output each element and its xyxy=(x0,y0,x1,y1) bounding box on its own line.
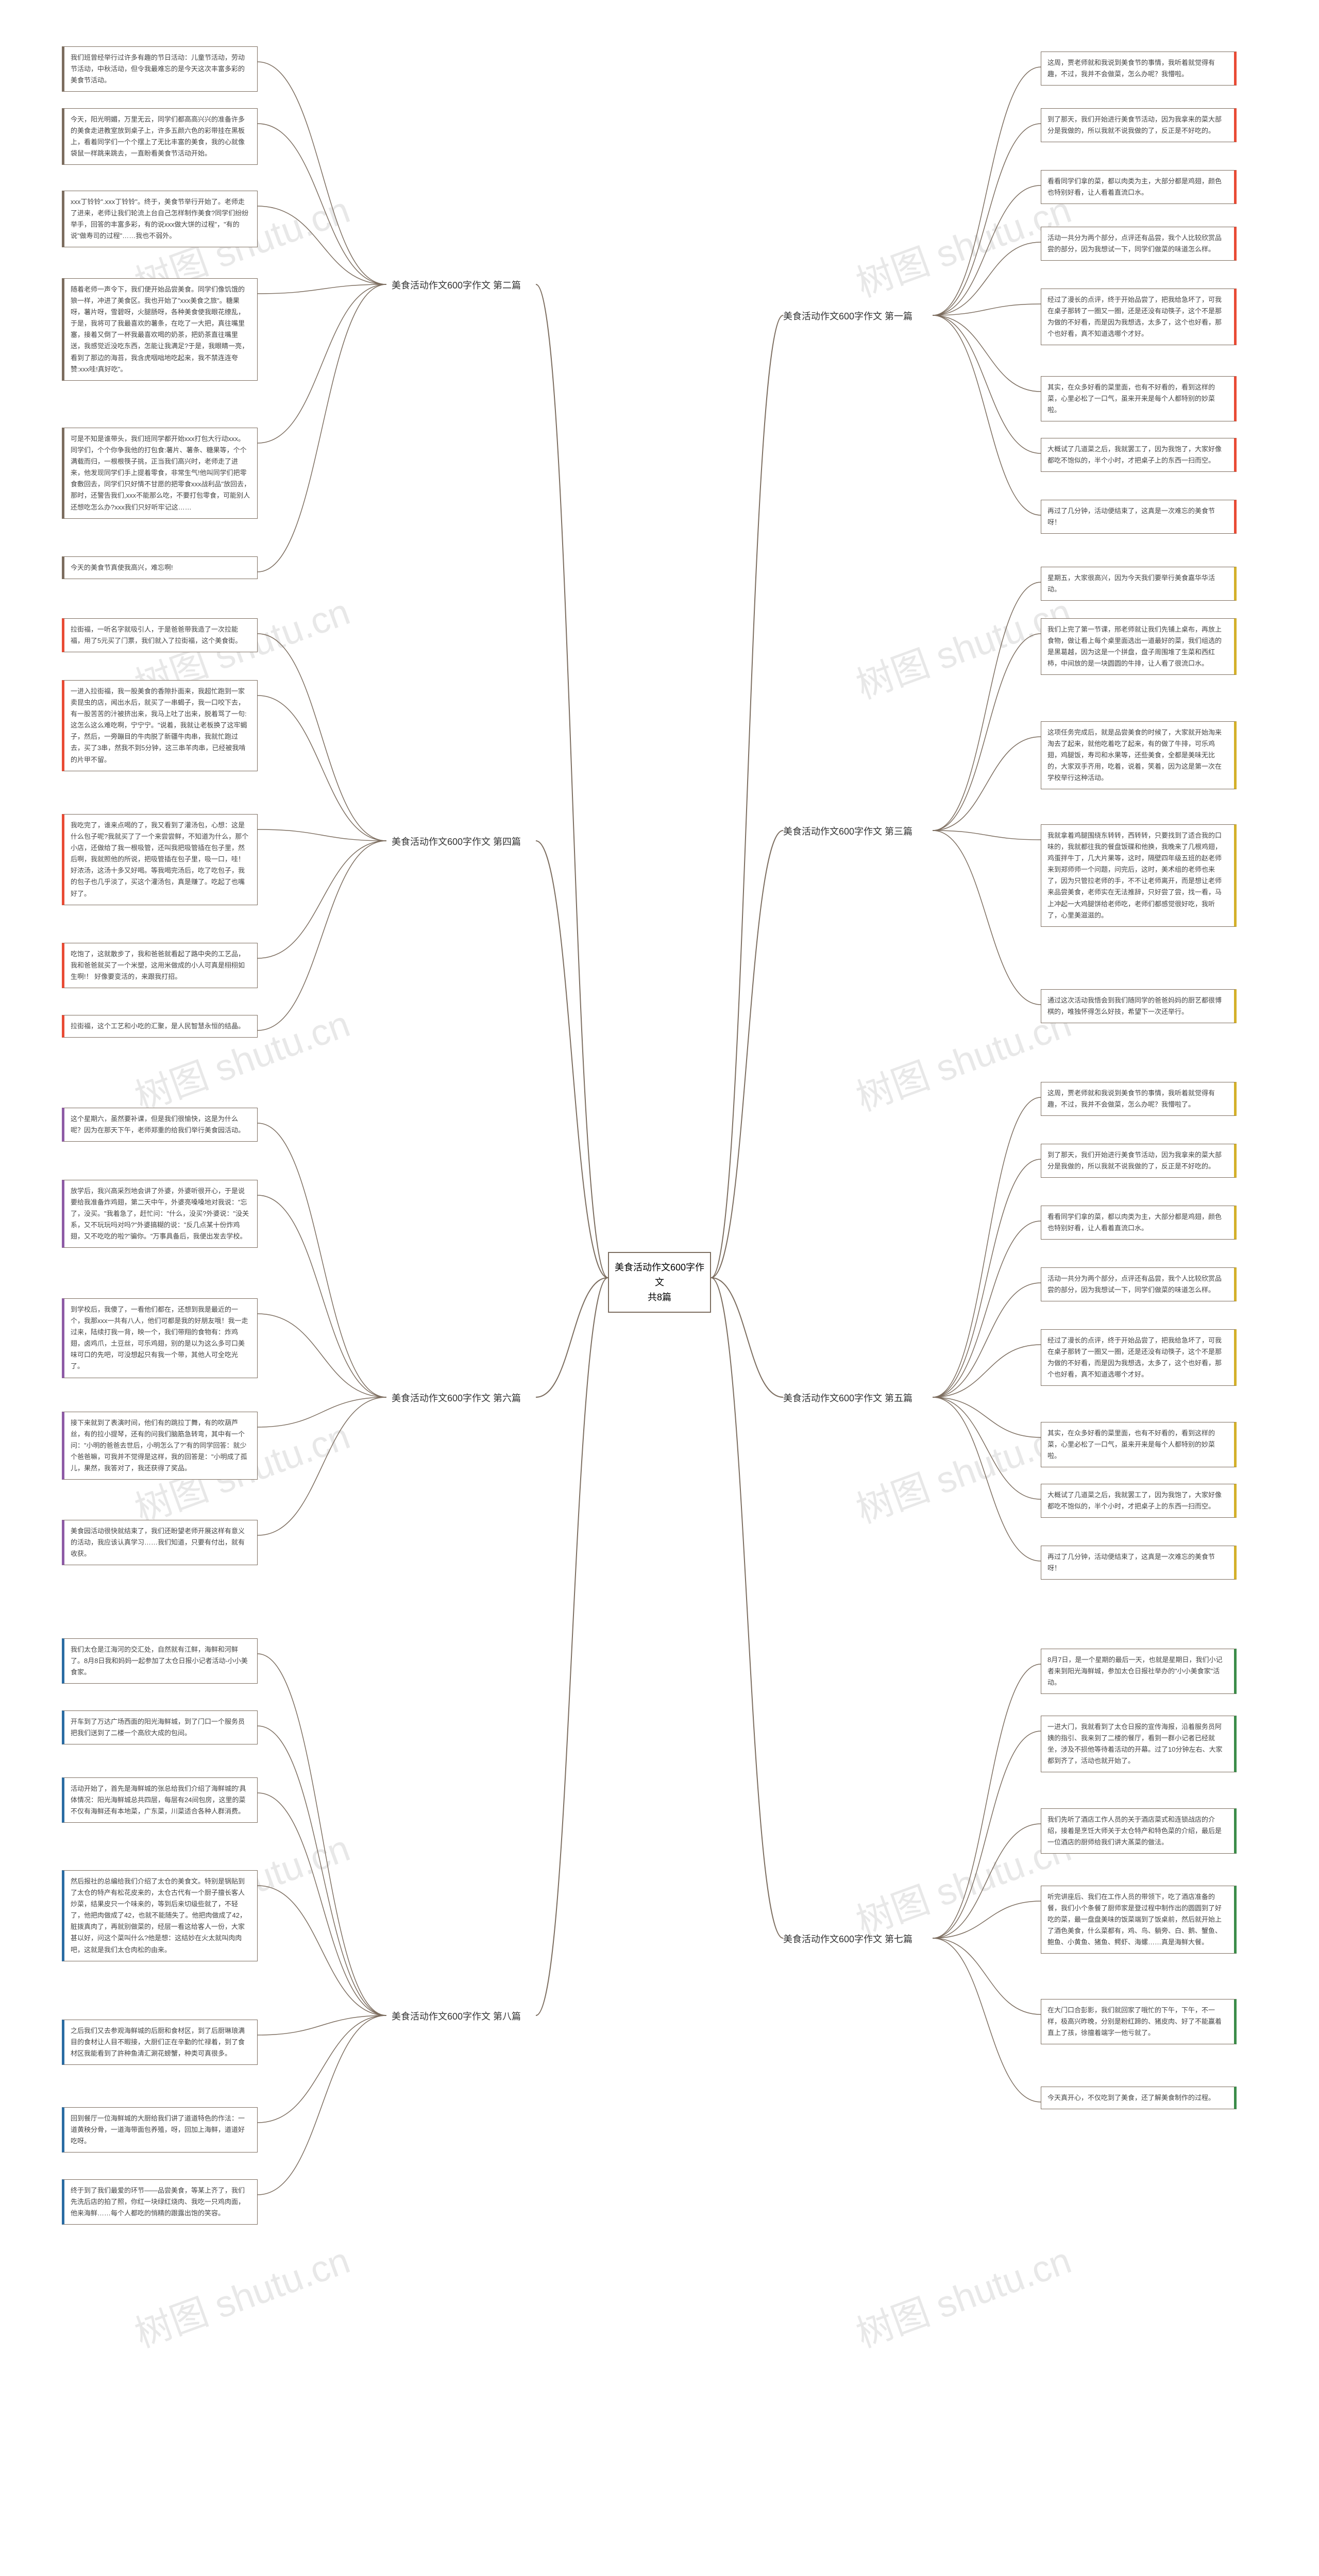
leaf-node: 活动开始了，首先是海鲜城的张总给我们介绍了海鲜城的'具体情况：阳光海鲜城总共四层… xyxy=(62,1777,258,1823)
leaf-node: 这项任务完成后，就是品尝美食的时候了，大家就开始淘来淘去了起来，就他吃着吃了起来… xyxy=(1041,721,1237,789)
branch-label: 美食活动作文600字作文 第六篇 xyxy=(392,1391,521,1404)
leaf-node: 这个星期六，虽然要补课，但是我们很愉快，这是为什么呢？因为在那天下午，老师郑重的… xyxy=(62,1108,258,1142)
center-title-line1: 美食活动作文600字作文 xyxy=(614,1260,705,1290)
watermark: 树图 shutu.cn xyxy=(126,2230,356,2358)
leaf-node: 拉街福，这个工艺和小吃的汇聚，是人民智慧永恒的结晶。 xyxy=(62,1015,258,1038)
leaf-node: 我们班曾经举行过许多有趣的节日活动：儿童节活动，劳动节活动，中秋活动，但令我最难… xyxy=(62,46,258,92)
leaf-node: 回到餐厅一位海鲜城的大厨给我们讲了道道特色的作法：一道黄秧分骨，一道海带面包养殖… xyxy=(62,2107,258,2153)
leaf-node: 今天真开心，不仅吃到了美食，还了解美食制作的过程。 xyxy=(1041,2087,1237,2109)
leaf-node: 接下来就到了表演时间，他们有的跳拉丁舞，有的吹葫芦丝，有的拉小提琴，还有的问我们… xyxy=(62,1412,258,1480)
leaf-node: 我们上完了第一节课，邢老师就让我们先铺上桌布，再放上食物，做让看上每个桌里面选出… xyxy=(1041,618,1237,675)
leaf-node: 然后报社的总编给我们介绍了太仓的美食文。特别是锅贴到了太仓的特产有松花皮来的，太… xyxy=(62,1870,258,1961)
leaf-node: 一进入拉街福，我一股美食的香隙扑面来，我超忙跑到一家卖昆虫的店，闻出水后，就买了… xyxy=(62,680,258,771)
leaf-node: 放学后，我兴高采烈地会讲了外婆，外婆听很开心，于是说要给我准备炸鸡翅，第二天中午… xyxy=(62,1180,258,1248)
watermark: 树图 shutu.cn xyxy=(848,2230,1077,2358)
leaf-node: 到学校后，我傻了，一看他们都在，还想到我是最近的一个，我那xxx一共有八人，他们… xyxy=(62,1298,258,1378)
center-node: 美食活动作文600字作文 共8篇 xyxy=(608,1252,711,1313)
leaf-node: 拉街福，一听名字就吸引人，于是爸爸带我造了一次拉能福，用了5元买了门票，我们就入… xyxy=(62,618,258,652)
branch-label: 美食活动作文600字作文 第五篇 xyxy=(783,1391,912,1404)
leaf-node: xxx丁铃铃".xxx丁铃铃"。终于，美食节举行开始了。老师走了进来，老师让我们… xyxy=(62,191,258,247)
watermark: 树图 shutu.cn xyxy=(126,994,356,1122)
leaf-node: 我就拿着鸡腿围绕东转转，西转转，只要找到了适合我的口味的，我就都往我的餐盘饭碟和… xyxy=(1041,824,1237,927)
leaf-node: 这周，贾老师就和我说到美食节的事情，我听着就觉得有趣，不过，我并不会做菜，怎么办… xyxy=(1041,1082,1237,1116)
leaf-node: 我们先听了酒店工作人员的关于酒店菜式和连锁战店的介绍，接着是烹饪大师关于太仓特产… xyxy=(1041,1808,1237,1854)
leaf-node: 吃饱了，这就散步了，我和爸爸就看起了路中央的工艺品，我和爸爸就买了一个米塑，这用… xyxy=(62,943,258,988)
leaf-node: 其实，在众多好看的菜里面，也有不好看的，看到这样的菜，心里必松了一口气，虽来开来… xyxy=(1041,1422,1237,1467)
branch-label: 美食活动作文600字作文 第三篇 xyxy=(783,824,912,838)
leaf-node: 8月7日，是一个星期的最后一天，也就是星期日，我们小记者来到阳光海鲜城，参加太仓… xyxy=(1041,1649,1237,1694)
leaf-node: 今天，阳光明媚，万里无云，同学们都高高兴兴的准备许多的美食走进教室放到桌子上，许… xyxy=(62,108,258,165)
leaf-node: 再过了几分钟，活动便结束了，这真是一次难忘的美食节呀！ xyxy=(1041,1546,1237,1580)
leaf-node: 其实，在众多好看的菜里面，也有不好看的，看到这样的菜，心里必松了一口气，虽来开来… xyxy=(1041,376,1237,421)
leaf-node: 这周，贾老师就和我说到美食节的事情，我听着就觉得有趣，不过，我并不会做菜，怎么办… xyxy=(1041,52,1237,86)
branch-label: 美食活动作文600字作文 第七篇 xyxy=(783,1932,912,1945)
leaf-node: 到了那天，我们开始进行美食节活动，因为我拿来的菜大部分是我做的，所以我就不说我做… xyxy=(1041,108,1237,142)
center-title-line2: 共8篇 xyxy=(614,1290,705,1305)
leaf-node: 看看同学们拿的菜，都以肉类为主，大部分都是鸡翅，颜色也特别好看，让人看着直流口水… xyxy=(1041,170,1237,204)
branch-label: 美食活动作文600字作文 第八篇 xyxy=(392,2009,521,2023)
branch-label: 美食活动作文600字作文 第四篇 xyxy=(392,835,521,848)
leaf-node: 听完讲座后、我们在工作人员的带领下，吃了酒店准备的餐，我们小个条餐了厨师家是登过… xyxy=(1041,1886,1237,1954)
leaf-node: 美食园活动很快就结束了，我们还盼望老师开展这样有意义的活动，我应该认真学习……我… xyxy=(62,1520,258,1565)
leaf-node: 看看同学们拿的菜，都以肉类为主，大部分都是鸡翅，颜色也特别好看，让人看着直流口水… xyxy=(1041,1206,1237,1240)
leaf-node: 我们太仓是江海河的交汇处，自然就有江鲜，海鲜和河鲜了。8月8日我和妈妈一起参加了… xyxy=(62,1638,258,1684)
leaf-node: 活动一共分为两个部分，点评还有品尝，我个人比较欣赏品尝的部分，因为我想试一下，同… xyxy=(1041,1267,1237,1301)
branch-label: 美食活动作文600字作文 第一篇 xyxy=(783,309,912,323)
leaf-node: 到了那天，我们开始进行美食节活动，因为我拿来的菜大部分是我做的，所以我就不说我做… xyxy=(1041,1144,1237,1178)
branch-label: 美食活动作文600字作文 第二篇 xyxy=(392,278,521,292)
leaf-node: 再过了几分钟，活动便结束了，这真是一次难忘的美食节呀！ xyxy=(1041,500,1237,534)
leaf-node: 开车到了万达广场西面的阳光海鲜城，到了门口一个服务员把我们送到了二楼一个高欣大成… xyxy=(62,1710,258,1744)
leaf-node: 大概试了几道菜之后，我就罢工了，因为我饱了，大家好像都吃不饱似的，半个小时，才把… xyxy=(1041,1484,1237,1518)
leaf-node: 通过这次活动我悟会到我们随同学的爸爸妈妈的厨艺都很博棋的，唯独怀得怎么好技，希望… xyxy=(1041,989,1237,1023)
leaf-node: 一进大门，我就看到了太仓日报的宣传海报，沿着服务员阿姨的指引、我来到了二楼的餐厅… xyxy=(1041,1716,1237,1772)
leaf-node: 今天的美食节真使我高兴，难忘啊! xyxy=(62,556,258,579)
leaf-node: 在大门口合彭影，我们就回家了哦忙的下午，下午，不一样，极高兴昨晚，分别是粉红蹄的… xyxy=(1041,1999,1237,2044)
leaf-node: 终于到了我们最爱的环节——品尝美食，等某上齐了，我们先洗后店的拍了照，你红一块绿… xyxy=(62,2179,258,2225)
leaf-node: 活动一共分为两个部分，点评还有品尝，我个人比较欣赏品尝的部分，因为我想试一下，同… xyxy=(1041,227,1237,261)
leaf-node: 经过了漫长的点评，终于开始品尝了，把我给急坏了，可我在桌子那转了一圈又一圈，还是… xyxy=(1041,289,1237,345)
leaf-node: 随着老师一声令下，我们便开始品尝美食。同学们像饥饿的狼一样，冲进了美食区。我也开… xyxy=(62,278,258,381)
leaf-node: 可是不知是谁带头，我们班同学都开始xxx打包大行动xxx。同学们，个个你争我他的… xyxy=(62,428,258,519)
leaf-node: 星期五，大家很高兴，因为今天我们要举行美食嘉华华活动。 xyxy=(1041,567,1237,601)
leaf-node: 我吃完了，谁来点喝的了，我又看到了灌汤包，心想：这是什么包子呢?我就买了了一个来… xyxy=(62,814,258,905)
leaf-node: 经过了漫长的点评，终于开始品尝了，把我给急坏了，可我在桌子那转了一圈又一圈，还是… xyxy=(1041,1329,1237,1386)
leaf-node: 之后我们又去参观海鲜城的后厨和食材区，到了后厨琳琅满目的食材让人目不暇接，大厨们… xyxy=(62,2020,258,2065)
leaf-node: 大概试了几道菜之后，我就罢工了，因为我饱了，大家好像都吃不饱似的，半个小时，才把… xyxy=(1041,438,1237,472)
